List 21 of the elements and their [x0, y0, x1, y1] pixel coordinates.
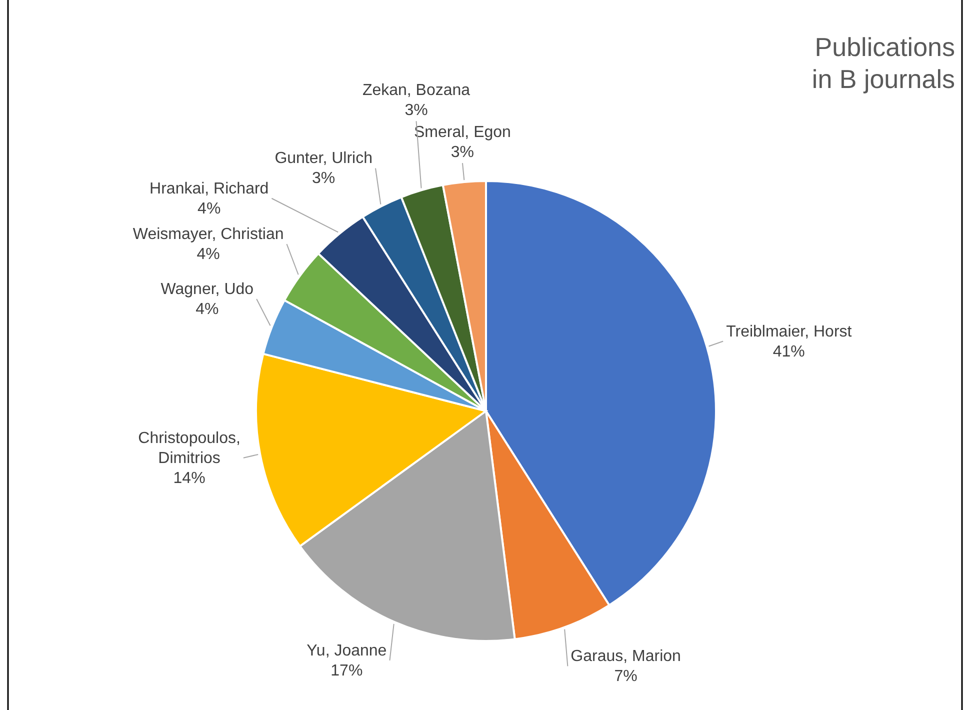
- data-label: 4%: [198, 200, 221, 218]
- slice-label: Wagner, Udo: [160, 280, 254, 298]
- data-label: 14%: [173, 470, 206, 487]
- slice-label: Weismayer, Christian: [132, 226, 284, 244]
- slice-label: Hrankai, Richard: [150, 180, 269, 198]
- slice-label: Christopoulos, Dimitrios: [138, 430, 240, 467]
- data-label: 41%: [772, 343, 805, 360]
- slice-label: Smeral, Egon: [414, 124, 511, 142]
- data-label: 4%: [196, 300, 219, 318]
- data-label: 3%: [404, 102, 428, 120]
- slice-label: Yu, Joanne: [306, 642, 387, 660]
- chart-title: Publications in B journals: [812, 32, 955, 94]
- data-label: 7%: [614, 668, 638, 686]
- slice-label: Treiblmaier, Horst: [726, 323, 852, 340]
- data-label: 17%: [330, 662, 363, 680]
- data-label: 3%: [450, 144, 474, 162]
- slice-label: Gunter, Ulrich: [274, 150, 372, 168]
- data-label: 3%: [312, 170, 336, 188]
- slice-label: Garaus, Marion: [570, 648, 681, 666]
- data-label: 4%: [196, 246, 220, 264]
- slice-label: Zekan, Bozana: [362, 82, 470, 100]
